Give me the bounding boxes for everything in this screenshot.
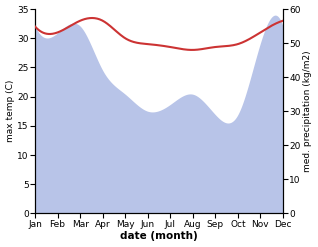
X-axis label: date (month): date (month)	[120, 231, 198, 242]
Y-axis label: max temp (C): max temp (C)	[5, 80, 15, 143]
Y-axis label: med. precipitation (kg/m2): med. precipitation (kg/m2)	[303, 50, 313, 172]
